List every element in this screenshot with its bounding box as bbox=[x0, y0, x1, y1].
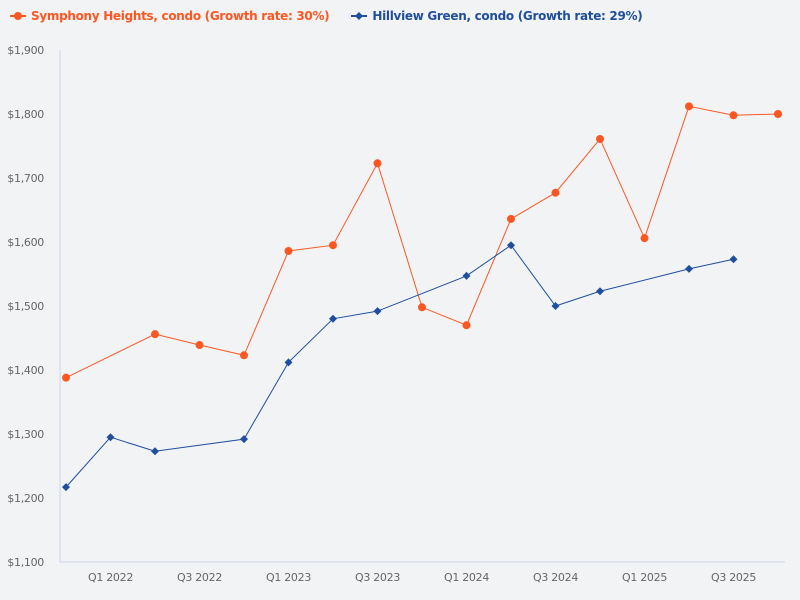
legend: Symphony Heights, condo (Growth rate: 30… bbox=[10, 9, 643, 23]
data-point[interactable] bbox=[62, 373, 70, 382]
y-tick-label: $1,700 bbox=[7, 172, 44, 185]
x-tick-label: Q1 2023 bbox=[266, 571, 311, 584]
data-point[interactable] bbox=[240, 351, 248, 360]
data-point[interactable] bbox=[729, 111, 738, 120]
data-point[interactable] bbox=[685, 102, 693, 111]
data-point[interactable] bbox=[507, 214, 515, 223]
data-point[interactable] bbox=[462, 271, 471, 280]
y-tick-label: $1,100 bbox=[7, 556, 44, 569]
data-point[interactable] bbox=[195, 341, 204, 350]
y-tick-label: $1,300 bbox=[7, 428, 44, 441]
x-tick-label: Q1 2022 bbox=[88, 571, 133, 584]
data-point[interactable] bbox=[418, 303, 426, 312]
data-point[interactable] bbox=[62, 483, 70, 492]
data-point[interactable] bbox=[551, 302, 560, 310]
data-point[interactable] bbox=[596, 134, 604, 143]
x-tick-label: Q1 2024 bbox=[444, 571, 489, 584]
y-tick-label: $1,200 bbox=[7, 492, 44, 505]
x-tick-label: Q3 2023 bbox=[355, 571, 400, 584]
circle-marker-icon bbox=[10, 12, 26, 20]
y-tick-label: $1,800 bbox=[7, 108, 44, 121]
legend-label: Symphony Heights, condo (Growth rate: 30… bbox=[31, 9, 330, 23]
data-point[interactable] bbox=[284, 358, 293, 367]
data-point[interactable] bbox=[373, 307, 382, 316]
data-point[interactable] bbox=[240, 435, 248, 444]
data-point[interactable] bbox=[329, 241, 337, 250]
legend-item-hillview-green[interactable]: Hillview Green, condo (Growth rate: 29%) bbox=[351, 9, 643, 23]
data-point[interactable] bbox=[106, 433, 115, 442]
data-point[interactable] bbox=[551, 188, 560, 197]
data-point[interactable] bbox=[685, 264, 693, 273]
data-point[interactable] bbox=[729, 255, 738, 264]
y-tick-label: $1,900 bbox=[7, 44, 44, 57]
diamond-marker-icon bbox=[351, 12, 368, 20]
data-point[interactable] bbox=[462, 321, 471, 330]
legend-label: Hillview Green, condo (Growth rate: 29%) bbox=[372, 9, 643, 23]
data-point[interactable] bbox=[596, 287, 604, 296]
legend-item-symphony-heights[interactable]: Symphony Heights, condo (Growth rate: 30… bbox=[10, 9, 330, 23]
x-tick-label: Q3 2024 bbox=[533, 571, 578, 584]
series-line-0 bbox=[65, 105, 779, 379]
x-tick-label: Q3 2022 bbox=[177, 571, 222, 584]
y-tick-label: $1,600 bbox=[7, 236, 44, 249]
data-point[interactable] bbox=[284, 246, 293, 255]
data-point[interactable] bbox=[373, 159, 382, 168]
y-tick-label: $1,500 bbox=[7, 300, 44, 313]
y-tick-label: $1,400 bbox=[7, 364, 44, 377]
data-point[interactable] bbox=[774, 110, 782, 118]
series-line-1 bbox=[65, 244, 734, 488]
data-point[interactable] bbox=[640, 234, 649, 243]
data-point[interactable] bbox=[151, 447, 159, 456]
data-point[interactable] bbox=[329, 314, 337, 323]
x-tick-label: Q1 2025 bbox=[622, 571, 667, 584]
data-point[interactable] bbox=[151, 330, 159, 339]
data-point[interactable] bbox=[507, 241, 515, 250]
x-tick-label: Q3 2025 bbox=[711, 571, 756, 584]
